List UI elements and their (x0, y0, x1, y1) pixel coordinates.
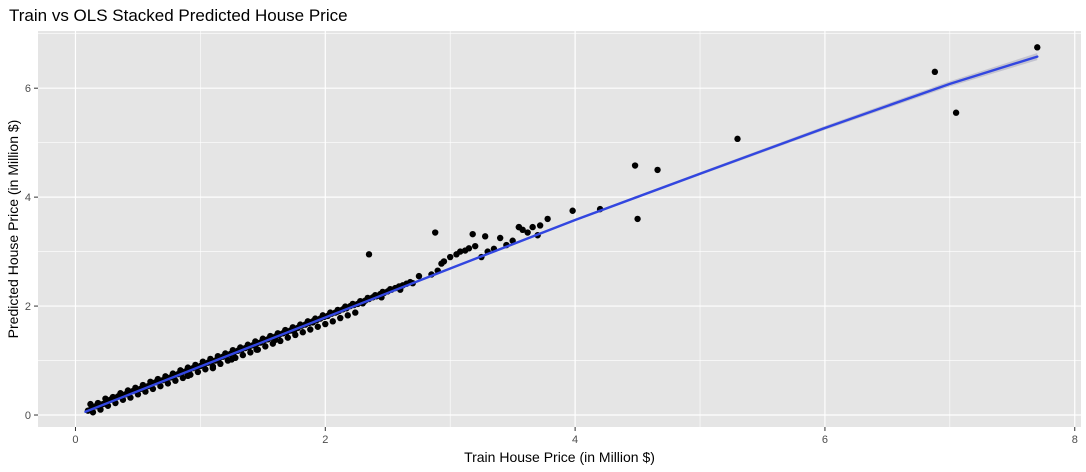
data-point (314, 323, 321, 330)
data-point (239, 351, 247, 359)
data-point (440, 258, 448, 265)
data-point (262, 343, 269, 350)
trend-line-group (84, 55, 1039, 413)
data-point (209, 364, 217, 372)
data-point (87, 400, 94, 408)
data-point (432, 229, 439, 236)
data-point (469, 230, 476, 238)
data-point (277, 337, 284, 345)
data-point (147, 378, 154, 385)
data-point (184, 364, 192, 371)
data-point (117, 390, 124, 397)
y-axis-title: Predicted House Price (in Million $) (5, 120, 21, 339)
data-point (544, 215, 551, 223)
data-point (536, 222, 544, 229)
grid-lines (38, 31, 1081, 427)
data-point (344, 312, 351, 319)
data-point (247, 349, 254, 356)
data-point (1034, 44, 1041, 51)
data-point (529, 223, 536, 231)
data-point (365, 251, 373, 258)
data-point (202, 366, 209, 373)
confidence-ribbon (85, 53, 1038, 413)
x-tick-label: 8 (1072, 434, 1078, 446)
data-point (337, 314, 344, 322)
data-point (322, 320, 329, 328)
x-tick-label: 6 (822, 434, 828, 446)
data-point (229, 347, 237, 354)
data-point (471, 242, 479, 250)
data-point (207, 355, 214, 363)
data-point (931, 68, 939, 76)
data-point (496, 234, 504, 242)
x-tick-label: 2 (322, 434, 328, 446)
data-point (299, 329, 307, 336)
data-point (97, 406, 104, 413)
data-point (124, 387, 132, 394)
data-point (194, 368, 202, 376)
data-point (199, 358, 207, 365)
y-tick-label: 0 (25, 410, 31, 422)
data-point (139, 381, 147, 389)
data-point (284, 334, 292, 341)
data-point (569, 207, 576, 214)
data-point (481, 233, 489, 240)
data-point (253, 346, 260, 353)
data-point (952, 109, 960, 116)
data-point (172, 377, 179, 384)
data-point (179, 374, 187, 382)
data-point (102, 395, 109, 402)
data-point (94, 399, 102, 407)
confidence-band (85, 53, 1038, 413)
data-point (307, 326, 314, 333)
data-point (157, 382, 164, 390)
axes: 0 2 4 6 8 0 2 4 6 (25, 83, 1078, 446)
trend-line (84, 55, 1039, 413)
y-tick-label: 2 (25, 301, 31, 313)
data-point (154, 375, 162, 383)
data-point (177, 367, 184, 374)
data-point (132, 384, 139, 391)
data-point (217, 360, 224, 368)
x-tick-label: 4 (572, 434, 578, 446)
data-point (734, 135, 741, 143)
data-point (457, 248, 464, 255)
data-point (109, 393, 117, 401)
data-point (127, 394, 134, 401)
chart-title: Train vs OLS Stacked Predicted House Pri… (9, 6, 348, 25)
data-point (465, 245, 473, 252)
data-point (169, 370, 177, 377)
data-point (329, 318, 336, 325)
data-point (634, 215, 641, 223)
data-point (524, 229, 531, 236)
y-tick-label: 4 (25, 192, 31, 204)
data-point (162, 373, 169, 380)
data-point (515, 223, 523, 231)
data-point (352, 309, 359, 316)
data-point (164, 380, 172, 387)
y-tick-label: 6 (25, 83, 31, 95)
data-point (509, 237, 516, 244)
data-point (149, 385, 157, 393)
data-point (654, 166, 661, 174)
x-axis-title: Train House Price (in Million $) (464, 449, 655, 465)
data-point (228, 356, 235, 363)
x-tick-label: 0 (72, 434, 78, 446)
data-point (192, 361, 199, 369)
data-point (415, 272, 423, 280)
data-point (184, 372, 192, 379)
data-point (447, 253, 454, 261)
data-point (631, 162, 639, 169)
